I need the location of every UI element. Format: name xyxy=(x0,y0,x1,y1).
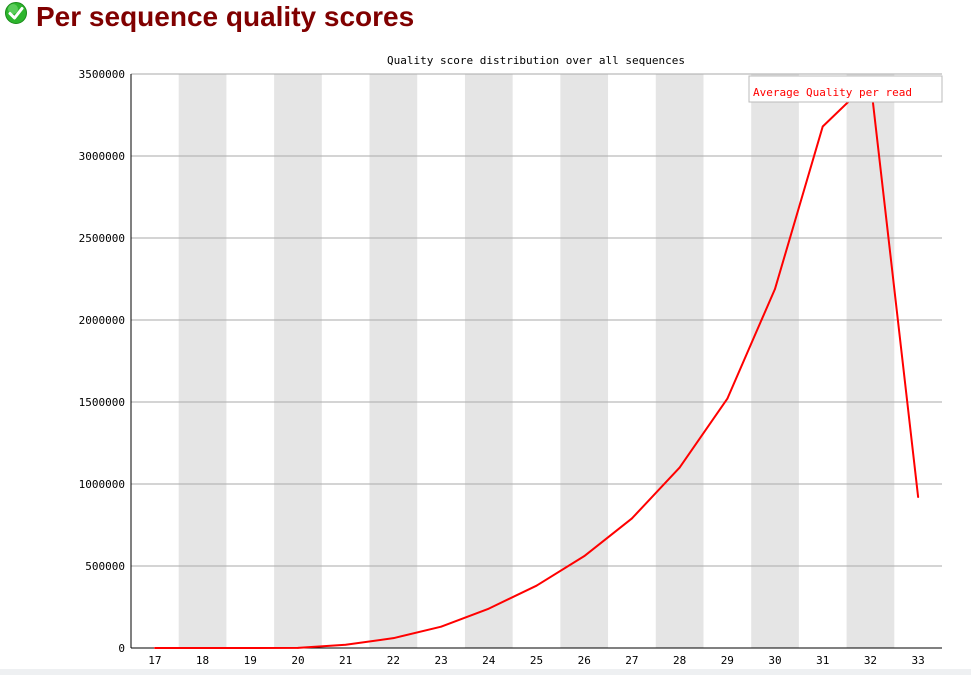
y-tick-label: 0 xyxy=(118,642,125,655)
chart-band xyxy=(178,74,227,648)
data-point xyxy=(678,466,681,469)
data-point xyxy=(440,625,442,628)
chart-band xyxy=(369,74,418,648)
chart-bands xyxy=(178,74,895,648)
data-point xyxy=(917,496,920,499)
data-point xyxy=(249,647,252,649)
data-point xyxy=(344,643,347,646)
y-tick-labels: 0 500000 1000000 1500000 2000000 2500000 30000… xyxy=(79,68,125,655)
x-tick-label: 31 xyxy=(816,654,829,667)
x-tick-label: 29 xyxy=(721,654,734,667)
check-circle-icon xyxy=(5,2,27,24)
x-tick-label: 24 xyxy=(482,654,496,667)
chart-axes xyxy=(130,74,942,649)
chart-band xyxy=(846,74,895,648)
x-tick-label: 21 xyxy=(339,654,352,667)
page-header: Per sequence quality scores xyxy=(0,0,414,34)
x-tick-label: 27 xyxy=(625,654,638,667)
data-point xyxy=(297,646,299,649)
x-tick-label: 32 xyxy=(864,654,877,667)
series-line xyxy=(154,79,920,649)
y-tick-label: 3500000 xyxy=(79,68,125,81)
y-tick-label: 1000000 xyxy=(79,478,125,491)
x-tick-label: 33 xyxy=(912,654,925,667)
chart-series xyxy=(153,79,920,649)
chart-title: Quality score distribution over all sequ… xyxy=(387,54,685,67)
legend-label: Average Quality per read xyxy=(753,86,912,99)
chart-legend: Average Quality per read xyxy=(748,75,943,103)
x-tick-label: 20 xyxy=(291,654,304,667)
chart-gridlines xyxy=(131,73,942,567)
data-point xyxy=(774,287,776,290)
chart-band xyxy=(464,74,513,648)
data-point xyxy=(201,647,204,649)
data-point xyxy=(153,647,156,649)
x-tick-label: 28 xyxy=(673,654,686,667)
quality-score-chart: 0 500000 1000000 1500000 2000000 2500000 30000… xyxy=(79,54,943,667)
data-point xyxy=(631,517,633,520)
y-tick-label: 3000000 xyxy=(79,150,125,163)
x-tick-labels: 17 18 19 20 21 22 23 24 25 26 27 28 29 30 31 32 33 xyxy=(148,654,925,667)
data-point xyxy=(487,607,490,610)
chart-band xyxy=(560,74,609,648)
y-tick-label: 500000 xyxy=(85,560,125,573)
chart-band xyxy=(655,74,704,648)
chart-area: 0 500000 1000000 1500000 2000000 2500000 30000… xyxy=(0,44,971,675)
x-tick-label: 23 xyxy=(434,654,447,667)
bottom-scroll-edge xyxy=(0,669,971,675)
data-point xyxy=(583,555,586,558)
x-tick-label: 22 xyxy=(387,654,400,667)
y-tick-label: 2500000 xyxy=(79,232,125,245)
x-tick-label: 17 xyxy=(148,654,161,667)
page-title: Per sequence quality scores xyxy=(36,1,415,32)
data-point xyxy=(821,125,824,128)
x-tick-label: 18 xyxy=(196,654,209,667)
x-tick-label: 30 xyxy=(768,654,781,667)
y-tick-label: 1500000 xyxy=(79,396,125,409)
x-tick-label: 26 xyxy=(578,654,591,667)
data-point xyxy=(726,397,729,400)
data-point xyxy=(535,584,538,587)
legend-box xyxy=(748,75,943,103)
chart-band xyxy=(274,74,322,648)
data-point xyxy=(392,637,395,640)
chart-band xyxy=(751,74,799,648)
y-tick-label: 2000000 xyxy=(79,314,125,327)
x-tick-label: 19 xyxy=(244,654,257,667)
x-tick-label: 25 xyxy=(530,654,543,667)
